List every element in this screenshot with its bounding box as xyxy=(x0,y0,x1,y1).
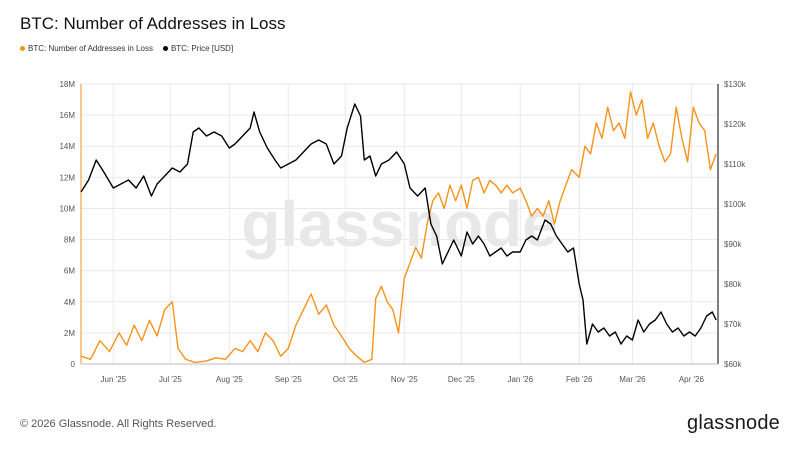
y-left-tick-label: 12M xyxy=(59,173,75,182)
chart-legend: BTC: Number of Addresses in Loss BTC: Pr… xyxy=(20,44,233,53)
y-right-tick-label: $90k xyxy=(724,240,742,249)
chart-grid xyxy=(81,83,718,365)
x-tick-label: Jun '25 xyxy=(101,375,127,384)
y-right-tick-label: $100k xyxy=(724,200,747,209)
x-tick-label: Feb '26 xyxy=(566,375,593,384)
chart-lines xyxy=(80,91,717,364)
footer-copyright: © 2026 Glassnode. All Rights Reserved. xyxy=(20,418,217,430)
y-left-tick-label: 16M xyxy=(59,111,75,120)
legend-item-price[interactable]: BTC: Price [USD] xyxy=(162,44,234,53)
x-tick-label: Jan '26 xyxy=(507,375,533,384)
chart-svg: glassnode 0 2M 4M 6M 8M 10M 12M 14M 16M 18M $60k $7… xyxy=(59,80,746,384)
x-tick-label: Sep '25 xyxy=(275,375,302,384)
y-left-tick-label: 2M xyxy=(64,329,75,338)
series-line-price[interactable] xyxy=(80,103,717,345)
brand-logo[interactable]: glassnode xyxy=(687,412,780,434)
legend-label-addresses: BTC: Number of Addresses in Loss xyxy=(28,44,153,53)
y-left-tick-label: 10M xyxy=(59,204,75,213)
x-tick-label: Oct '25 xyxy=(333,375,359,384)
y-left-tick-label: 18M xyxy=(59,80,75,89)
y-right-tick-label: $110k xyxy=(724,160,746,169)
x-tick-label: Mar '26 xyxy=(619,375,646,384)
x-tick-label: Nov '25 xyxy=(391,375,418,384)
legend-item-addresses[interactable]: BTC: Number of Addresses in Loss xyxy=(20,44,153,53)
chart-axes xyxy=(80,84,719,365)
y-right-tick-label: $60k xyxy=(724,360,742,369)
watermark: glassnode xyxy=(241,188,558,260)
y-left-tick-label: 6M xyxy=(64,267,75,276)
y-left-tick-label: 8M xyxy=(64,236,75,245)
y-right-tick-label: $70k xyxy=(724,320,742,329)
legend-label-price: BTC: Price [USD] xyxy=(170,44,234,53)
legend-dot-addresses xyxy=(20,46,25,51)
chart-title: BTC: Number of Addresses in Loss xyxy=(20,14,286,33)
x-tick-label: Aug '25 xyxy=(216,375,243,384)
y-left-tick-label: 0 xyxy=(71,360,76,369)
series-line-addresses-in-loss[interactable] xyxy=(80,91,717,364)
legend-dot-price xyxy=(162,46,168,51)
y-right-tick-label: $120k xyxy=(724,120,747,129)
y-left-tick-label: 4M xyxy=(64,298,75,307)
y-right-tick-label: $130k xyxy=(724,80,747,89)
y-left-tick-label: 14M xyxy=(59,142,75,151)
x-tick-label: Apr '26 xyxy=(679,375,705,384)
chart-ticks: 0 2M 4M 6M 8M 10M 12M 14M 16M 18M $60k $70k $80k $90k… xyxy=(59,80,746,384)
x-tick-label: Jul '25 xyxy=(159,375,182,384)
x-tick-label: Dec '25 xyxy=(448,375,475,384)
y-right-tick-label: $80k xyxy=(724,280,742,289)
